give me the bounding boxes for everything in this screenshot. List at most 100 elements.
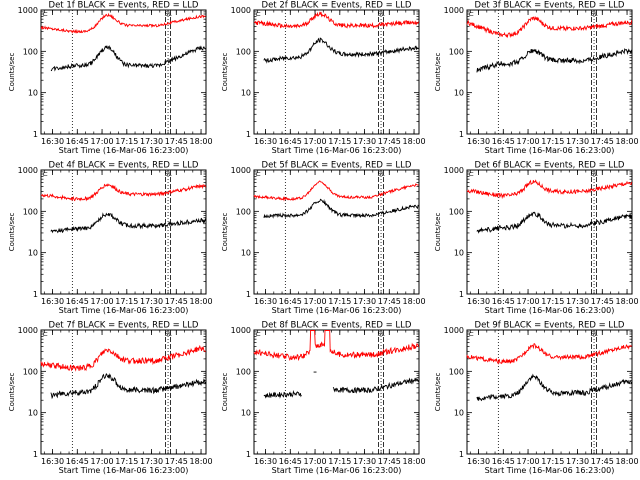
- panel-chart: Det 7f BLACK = Events, RED = LLD 1 10 100 10…: [8, 321, 213, 476]
- x-tick-label: 17:00: [517, 297, 540, 306]
- x-tick-label: 17:15: [115, 297, 138, 306]
- x-tick-label: 16:30: [254, 457, 277, 466]
- x-tick-label: 18:00: [403, 457, 426, 466]
- x-tick-label: 17:30: [140, 457, 163, 466]
- x-tick-label: 17:00: [304, 297, 327, 306]
- panel-chart: Det 5f BLACK = Events, RED = LLD 1 10 100 10…: [221, 161, 426, 316]
- lld-series-line: [253, 11, 420, 29]
- x-axis-label: Start Time (16-Mar-06 16:23:00): [59, 466, 189, 475]
- x-tick-label: 16:30: [254, 137, 277, 146]
- y-tick-label: 1000: [444, 6, 464, 15]
- x-tick-label: 16:30: [467, 137, 490, 146]
- x-axis-label: Start Time (16-Mar-06 16:23:00): [272, 306, 402, 315]
- x-tick-label: 17:30: [140, 137, 163, 146]
- y-tick-label: 100: [236, 367, 251, 376]
- x-tick-label: 16:45: [66, 297, 89, 306]
- panel-title: Det 3f BLACK = Events, RED = LLD: [475, 1, 625, 11]
- lld-series-line: [466, 343, 632, 365]
- x-tick-label: 18:00: [616, 297, 639, 306]
- x-tick-label: 17:45: [591, 137, 614, 146]
- y-axis-label: Counts/sec: [8, 213, 16, 252]
- y-tick-label: 1: [33, 290, 38, 299]
- x-tick-label: 16:45: [66, 137, 89, 146]
- x-tick-label: 17:00: [91, 297, 114, 306]
- y-axis-label: Counts/sec: [434, 53, 442, 92]
- y-tick-label: 100: [23, 47, 38, 56]
- y-tick-label: 100: [449, 47, 464, 56]
- panel-title: Det 5f BLACK = Events, RED = LLD: [262, 161, 412, 171]
- y-axis-label: Counts/sec: [434, 213, 442, 252]
- events-series-line: [50, 212, 207, 234]
- y-tick-label: 10: [28, 249, 38, 258]
- corner-marker-glyph: ⊏: [256, 171, 261, 178]
- interval-annotation: SL: [164, 11, 172, 18]
- x-tick-label: 17:30: [566, 137, 589, 146]
- interval-annotation: SL: [590, 331, 598, 338]
- panel-chart: Det 8f BLACK = Events, RED = LLD 1 10 100 10…: [221, 321, 426, 476]
- panel-chart: Det 6f BLACK = Events, RED = LLD 1 10 100 10…: [434, 161, 639, 316]
- y-axis-label: Counts/sec: [221, 53, 229, 92]
- y-tick-label: 1: [246, 290, 251, 299]
- y-tick-label: 10: [454, 409, 464, 418]
- detector-panel: Det 7f BLACK = Events, RED = LLD 1 10 100 10…: [0, 320, 213, 480]
- y-axis-label: Counts/sec: [221, 373, 229, 412]
- detector-panel: Det 5f BLACK = Events, RED = LLD 1 10 100 10…: [213, 160, 426, 320]
- interval-annotation: SL: [377, 331, 385, 338]
- x-tick-label: 16:45: [279, 457, 302, 466]
- y-tick-label: 100: [23, 207, 38, 216]
- x-axis-label: Start Time (16-Mar-06 16:23:00): [485, 306, 615, 315]
- y-tick-label: 10: [28, 409, 38, 418]
- panel-title: Det 6f BLACK = Events, RED = LLD: [475, 161, 625, 171]
- detector-panel: Det 3f BLACK = Events, RED = LLD 1 10 100 10…: [426, 0, 639, 160]
- x-tick-label: 17:45: [378, 297, 401, 306]
- x-tick-label: 17:15: [328, 297, 351, 306]
- corner-marker-glyph: ⊏: [469, 171, 474, 178]
- panel-title: Det 1f BLACK = Events, RED = LLD: [49, 1, 199, 11]
- events-series-line: [263, 37, 419, 64]
- x-axis-label: Start Time (16-Mar-06 16:23:00): [272, 146, 402, 155]
- lld-series-line: [40, 12, 206, 34]
- x-tick-label: 17:00: [91, 457, 114, 466]
- x-tick-label: 17:15: [541, 137, 564, 146]
- y-tick-label: 100: [236, 207, 251, 216]
- y-tick-label: 1: [246, 450, 251, 459]
- x-tick-label: 17:30: [353, 457, 376, 466]
- y-tick-label: 100: [449, 367, 464, 376]
- y-tick-label: 100: [449, 207, 464, 216]
- lld-series-line: [466, 179, 633, 200]
- x-tick-label: 17:30: [353, 137, 376, 146]
- panel-chart: Det 4f BLACK = Events, RED = LLD 1 10 100 10…: [8, 161, 213, 316]
- y-tick-label: 1000: [231, 166, 251, 175]
- plot-frame: [40, 329, 207, 455]
- x-tick-label: 16:30: [41, 457, 64, 466]
- plot-frame: [253, 329, 420, 455]
- plot-frame: [466, 169, 633, 295]
- x-tick-label: 18:00: [403, 297, 426, 306]
- x-tick-label: 16:30: [467, 297, 490, 306]
- x-tick-label: 17:00: [91, 137, 114, 146]
- y-tick-label: 1000: [18, 6, 38, 15]
- plot-frame: [466, 9, 633, 135]
- plot-frame: [253, 9, 420, 135]
- events-series-line: [50, 45, 207, 72]
- interval-annotation: SL: [164, 171, 172, 178]
- y-tick-label: 100: [23, 367, 38, 376]
- y-tick-label: 100: [236, 47, 251, 56]
- panel-chart: Det 2f BLACK = Events, RED = LLD 1 10 100 10…: [221, 1, 426, 156]
- panel-title: Det 8f BLACK = Events, RED = LLD: [262, 321, 412, 331]
- detector-panel: Det 8f BLACK = Events, RED = LLD 1 10 100 10…: [213, 320, 426, 480]
- detector-panel: Det 1f BLACK = Events, RED = LLD 1 10 100 10…: [0, 0, 213, 160]
- detector-panel: Det 9f BLACK = Events, RED = LLD 1 10 100 10…: [426, 320, 639, 480]
- y-axis-label: Counts/sec: [8, 373, 16, 412]
- x-tick-label: 17:15: [115, 137, 138, 146]
- panel-title: Det 4f BLACK = Events, RED = LLD: [49, 161, 199, 171]
- x-tick-label: 18:00: [403, 137, 426, 146]
- detector-panel: Det 4f BLACK = Events, RED = LLD 1 10 100 10…: [0, 160, 213, 320]
- detector-panel: Det 2f BLACK = Events, RED = LLD 1 10 100 10…: [213, 0, 426, 160]
- x-tick-label: 17:30: [140, 297, 163, 306]
- lld-series-line: [253, 180, 419, 202]
- y-tick-label: 1000: [231, 326, 251, 335]
- x-tick-label: 17:30: [566, 457, 589, 466]
- x-tick-label: 16:45: [66, 457, 89, 466]
